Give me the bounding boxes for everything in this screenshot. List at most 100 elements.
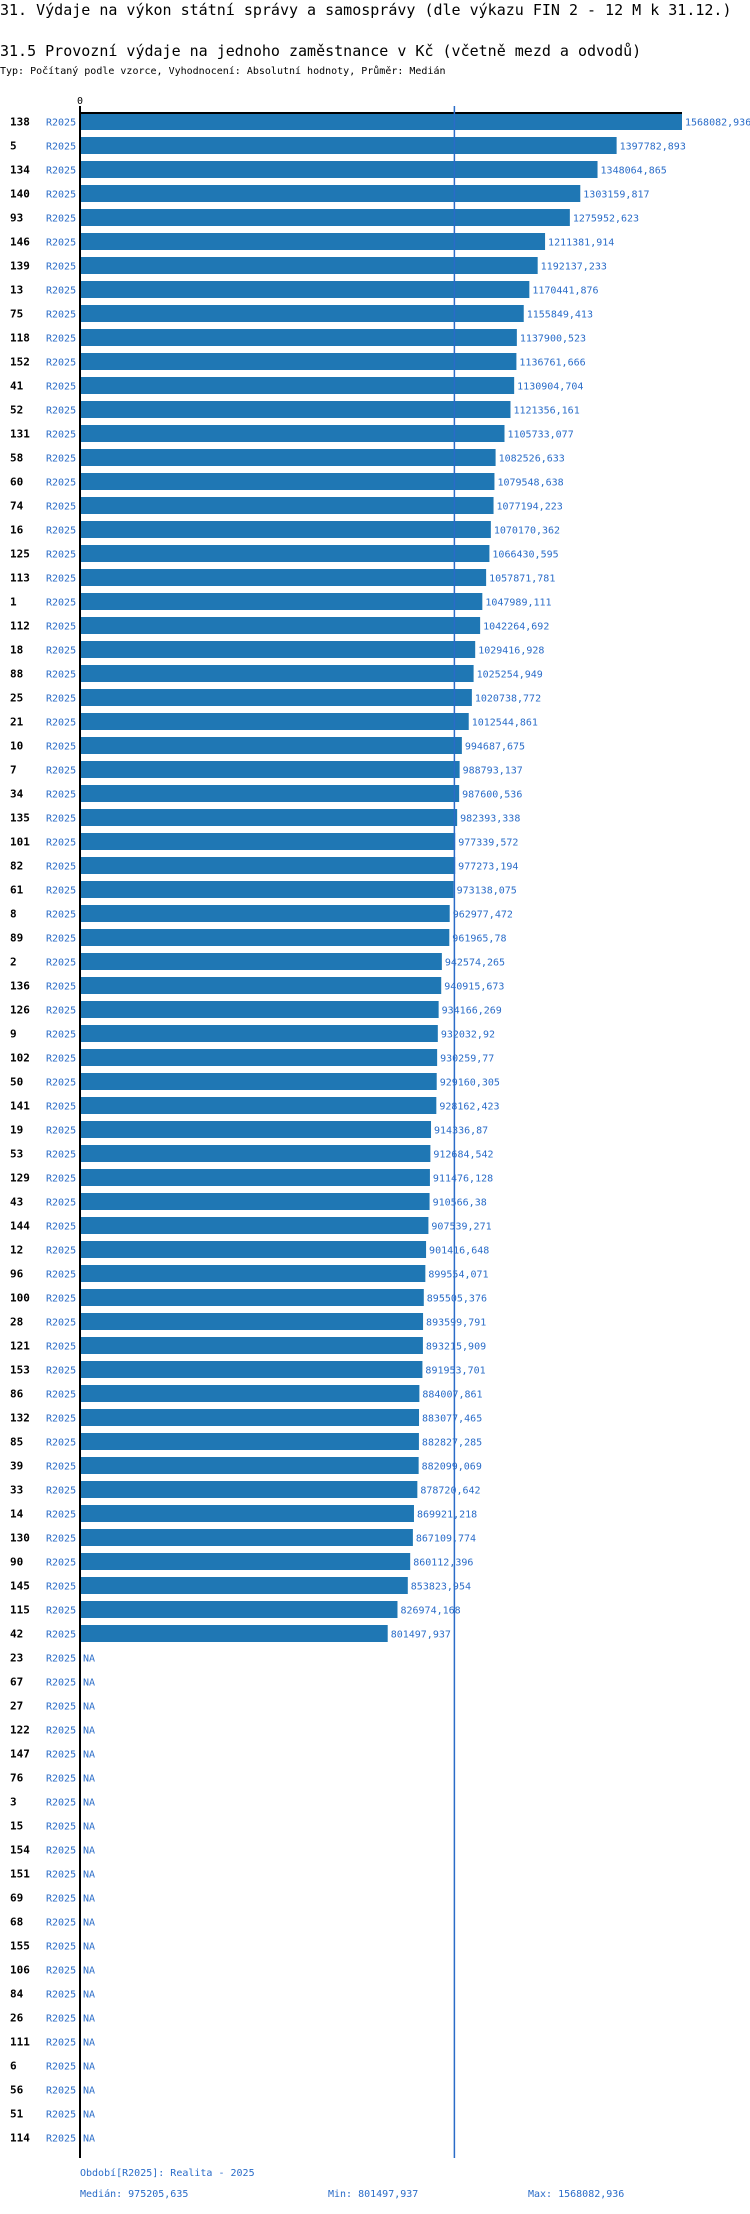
row-id-label: 3 <box>10 1796 17 1809</box>
row-period-label: R2025 <box>46 1630 76 1641</box>
bar <box>80 1145 431 1162</box>
row-period-label: R2025 <box>46 1966 76 1977</box>
row-id-label: 18 <box>10 644 23 657</box>
row-period-label: R2025 <box>46 1102 76 1113</box>
bar-value-label: 942574,265 <box>445 958 505 969</box>
row-id-label: 68 <box>10 1916 23 1929</box>
row-period-label: R2025 <box>46 598 76 609</box>
row-id-label: 76 <box>10 1772 24 1785</box>
bar-value-label: 988793,137 <box>463 766 523 777</box>
bar-value-label: NA <box>83 1966 95 1977</box>
row-id-label: 6 <box>10 2060 17 2073</box>
bar-value-label: NA <box>83 1870 95 1881</box>
row-id-label: 8 <box>10 908 17 921</box>
row-period-label: R2025 <box>46 1846 76 1857</box>
row-id-label: 60 <box>10 476 23 489</box>
bar-value-label: 1170441,876 <box>532 286 598 297</box>
row-period-label: R2025 <box>46 694 76 705</box>
row-id-label: 51 <box>10 2108 24 2121</box>
bar-value-label: NA <box>83 1990 95 2001</box>
row-id-label: 111 <box>10 2036 30 2049</box>
bar-value-label: 1130904,704 <box>517 382 583 393</box>
row-period-label: R2025 <box>46 1198 76 1209</box>
bar <box>80 1001 439 1018</box>
bar <box>80 641 476 658</box>
bar <box>80 569 487 586</box>
row-id-label: 85 <box>10 1436 23 1449</box>
row-id-label: 42 <box>10 1628 23 1641</box>
row-id-label: 100 <box>10 1292 30 1305</box>
bar-value-label: NA <box>83 1918 95 1929</box>
row-period-label: R2025 <box>46 718 76 729</box>
row-id-label: 61 <box>10 884 24 897</box>
bar-value-label: 1029416,928 <box>478 646 544 657</box>
row-id-label: 23 <box>10 1652 23 1665</box>
row-id-label: 139 <box>10 260 30 273</box>
x-axis-tick-label: 0 <box>77 96 83 107</box>
row-period-label: R2025 <box>46 1438 76 1449</box>
bar <box>80 1505 414 1522</box>
row-period-label: R2025 <box>46 1294 76 1305</box>
row-id-label: 75 <box>10 308 23 321</box>
bar <box>80 257 538 274</box>
bar-value-label: 853823,954 <box>411 1582 471 1593</box>
row-id-label: 56 <box>10 2084 24 2097</box>
row-id-label: 58 <box>10 452 23 465</box>
bar-value-label: 1137900,523 <box>520 334 586 345</box>
bar <box>80 209 570 226</box>
row-id-label: 130 <box>10 1532 30 1545</box>
bar <box>80 1169 430 1186</box>
row-id-label: 12 <box>10 1244 23 1257</box>
row-period-label: R2025 <box>46 238 76 249</box>
row-id-label: 84 <box>10 1988 24 2001</box>
row-period-label: R2025 <box>46 1486 76 1497</box>
bar-value-label: 882827,285 <box>422 1438 482 1449</box>
row-period-label: R2025 <box>46 1798 76 1809</box>
bar-value-label: 1079548,638 <box>497 478 563 489</box>
bar-value-label: 907539,271 <box>431 1222 491 1233</box>
bar <box>80 1601 398 1618</box>
bar <box>80 593 483 610</box>
row-period-label: R2025 <box>46 1390 76 1401</box>
bar-value-label: 1348064,865 <box>601 166 667 177</box>
row-period-label: R2025 <box>46 934 76 945</box>
row-period-label: R2025 <box>46 430 76 441</box>
row-period-label: R2025 <box>46 502 76 513</box>
bar-value-label: NA <box>83 2110 95 2121</box>
bar <box>80 929 450 946</box>
row-period-label: R2025 <box>46 166 76 177</box>
row-period-label: R2025 <box>46 886 76 897</box>
row-period-label: R2025 <box>46 382 76 393</box>
bar-value-label: NA <box>83 2134 95 2145</box>
bar-value-label: 930259,77 <box>440 1054 494 1065</box>
row-id-label: 88 <box>10 668 23 681</box>
row-period-label: R2025 <box>46 2038 76 2049</box>
bar-value-label: 878720,642 <box>420 1486 480 1497</box>
row-period-label: R2025 <box>46 406 76 417</box>
row-period-label: R2025 <box>46 454 76 465</box>
row-period-label: R2025 <box>46 1822 76 1833</box>
row-period-label: R2025 <box>46 190 76 201</box>
bar-value-label: 1105733,077 <box>508 430 574 441</box>
row-id-label: 121 <box>10 1340 30 1353</box>
bar-value-label: 977339,572 <box>458 838 518 849</box>
row-period-label: R2025 <box>46 310 76 321</box>
row-id-label: 14 <box>10 1508 24 1521</box>
bar-value-label: 932032,92 <box>441 1030 495 1041</box>
row-period-label: R2025 <box>46 646 76 657</box>
bar-value-label: 895505,376 <box>427 1294 487 1305</box>
row-id-label: 67 <box>10 1676 23 1689</box>
row-id-label: 53 <box>10 1148 23 1161</box>
bar <box>80 185 581 202</box>
bar-value-label: NA <box>83 1846 95 1857</box>
bar <box>80 1481 418 1498</box>
row-period-label: R2025 <box>46 1270 76 1281</box>
row-id-label: 89 <box>10 932 23 945</box>
bar-value-label: NA <box>83 1678 95 1689</box>
bar-value-label: 987600,536 <box>462 790 522 801</box>
bar-value-label: NA <box>83 2038 95 2049</box>
bar-value-label: 1397782,893 <box>620 142 686 153</box>
bar <box>80 1289 424 1306</box>
row-period-label: R2025 <box>46 1342 76 1353</box>
